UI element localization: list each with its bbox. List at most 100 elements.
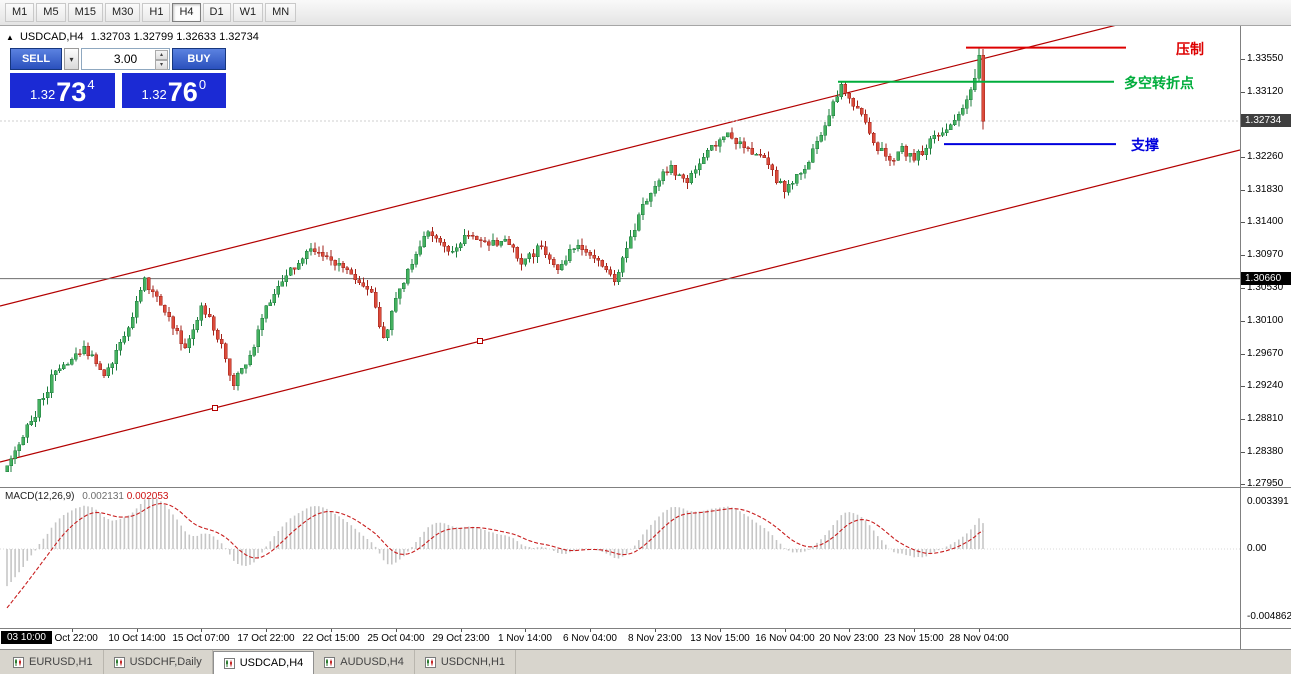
price-tick — [1241, 190, 1245, 191]
time-label: 16 Nov 04:00 — [755, 633, 815, 644]
price-badge: 1.30660 — [1241, 272, 1291, 285]
chart-icon — [424, 656, 436, 668]
volume-input[interactable]: 3.00 ▴ ▾ — [81, 48, 170, 70]
price-label: 1.32260 — [1247, 151, 1284, 162]
time-tick — [525, 629, 526, 632]
macd-signal-line — [6, 502, 984, 609]
main-chart-area[interactable]: ▲ USDCAD,H4 1.32703 1.32799 1.32633 1.32… — [0, 26, 1240, 487]
tab-usdcnh[interactable]: USDCNH,H1 — [415, 650, 517, 674]
price-tick — [1241, 222, 1245, 223]
tf-button-h4[interactable]: H4 — [172, 3, 201, 22]
spin-down-icon[interactable]: ▾ — [155, 60, 168, 70]
trendline-handle — [212, 405, 218, 411]
chart-ohlc-values: 1.32703 1.32799 1.32633 1.32734 — [90, 31, 259, 43]
chart-tabs: EURUSD,H1 USDCHF,Daily USDCAD,H4 AUDUSD,H4 U… — [0, 649, 1291, 674]
time-label: 10 Oct 14:00 — [108, 633, 166, 644]
chart-icon — [113, 656, 125, 668]
trend-channel — [0, 26, 1240, 463]
time-tick — [655, 629, 656, 632]
macd-value-signal: 0.002053 — [126, 491, 169, 502]
time-tick — [849, 629, 850, 632]
timeframe-toolbar: M1 M5 M15 M30 H1 H4 D1 W1 MN — [0, 0, 1291, 26]
price-axis: 1.33550 1.33120 1.32260 1.31830 1.31400 1.309… — [1240, 26, 1291, 649]
tab-label: USDCNH,H1 — [440, 656, 506, 668]
window-marker-icon: ▲ — [6, 33, 14, 42]
time-label: 6 Nov 04:00 — [563, 633, 617, 644]
macd-axis-label: 0.003391 — [1247, 496, 1289, 507]
resistance-label: 压制 — [1176, 41, 1204, 57]
price-chart-svg[interactable] — [0, 26, 1240, 487]
time-tick — [72, 629, 73, 632]
volume-dropdown[interactable]: ▾ — [64, 48, 79, 70]
pivot-label: 多空转折点 — [1124, 75, 1194, 91]
chart-title: ▲ USDCAD,H4 1.32703 1.32799 1.32633 1.32… — [6, 31, 259, 43]
time-tick — [461, 629, 462, 632]
chart-icon — [13, 656, 24, 668]
macd-chart-svg[interactable] — [0, 488, 1240, 628]
spin-up-icon[interactable]: ▴ — [155, 50, 168, 60]
time-tick — [979, 629, 980, 632]
time-label: 28 Nov 04:00 — [949, 633, 1009, 644]
macd-value-main: 0.002131 — [82, 491, 124, 502]
price-label: 1.28810 — [1247, 413, 1284, 424]
tf-button-m30[interactable]: M30 — [104, 3, 141, 22]
chart-icon — [324, 656, 336, 668]
sell-price-prefix: 1.32 — [29, 87, 56, 102]
time-label: 29 Oct 23:00 — [432, 633, 490, 644]
support-label: 支撑 — [1131, 137, 1159, 153]
volume-value: 3.00 — [113, 52, 138, 66]
price-tick — [1241, 288, 1245, 289]
time-label: 17 Oct 22:00 — [237, 633, 295, 644]
price-label: 1.30970 — [1247, 249, 1284, 260]
buy-price-sup: 0 — [198, 77, 207, 92]
price-tick — [1241, 419, 1245, 420]
time-label: 22 Oct 15:00 — [302, 633, 360, 644]
candle-wicks — [6, 48, 984, 472]
sell-price-sup: 4 — [87, 77, 95, 92]
time-label: 25 Oct 04:00 — [367, 633, 425, 644]
trendline-handle — [477, 338, 483, 344]
panel-separator[interactable] — [0, 487, 1291, 488]
tf-button-d1[interactable]: D1 — [202, 3, 231, 22]
time-tick — [914, 629, 915, 632]
time-label: 20 Nov 23:00 — [819, 633, 879, 644]
price-tick — [1241, 452, 1245, 453]
chevron-down-icon: ▾ — [69, 54, 74, 64]
macd-panel[interactable]: MACD(12,26,9) 0.002131 0.002053 — [0, 488, 1240, 628]
tab-usdchf[interactable]: USDCHF,Daily — [104, 650, 213, 674]
tf-button-m1[interactable]: M1 — [5, 3, 35, 22]
chart-icon — [223, 657, 235, 669]
time-label: 8 Nov 23:00 — [628, 633, 682, 644]
tf-button-h1[interactable]: H1 — [142, 3, 171, 22]
one-click-trading-panel: SELL ▾ 3.00 ▴ ▾ BUY 1.32 73 4 1.32 76 0 — [10, 48, 226, 108]
tf-button-mn[interactable]: MN — [265, 3, 297, 22]
time-tick — [331, 629, 332, 632]
price-label: 1.29240 — [1247, 380, 1284, 391]
price-label: 1.27950 — [1247, 478, 1284, 489]
price-tick — [1241, 354, 1245, 355]
price-label: 1.28380 — [1247, 446, 1284, 457]
buy-button[interactable]: BUY — [172, 48, 226, 70]
tab-audusd[interactable]: AUDUSD,H4 — [314, 650, 415, 674]
price-tick — [1241, 59, 1245, 60]
price-label: 1.33120 — [1247, 86, 1284, 97]
price-label: 1.31400 — [1247, 216, 1284, 227]
tab-eurusd[interactable]: EURUSD,H1 — [3, 650, 104, 674]
price-tick — [1241, 386, 1245, 387]
macd-axis-label: -0.004862 — [1247, 611, 1291, 622]
tf-button-w1[interactable]: W1 — [232, 3, 264, 22]
time-tick — [201, 629, 202, 632]
tab-usdcad[interactable]: USDCAD,H4 — [212, 651, 315, 674]
price-tick — [1241, 255, 1245, 256]
buy-price-display[interactable]: 1.32 76 0 — [121, 73, 226, 108]
buy-price-prefix: 1.32 — [141, 87, 167, 102]
price-label: 1.33550 — [1247, 53, 1284, 64]
tf-button-m15[interactable]: M15 — [67, 3, 103, 22]
price-tick — [1241, 484, 1245, 485]
tf-button-m5[interactable]: M5 — [36, 3, 66, 22]
macd-histogram — [6, 497, 984, 587]
sell-button[interactable]: SELL — [10, 48, 62, 70]
price-badge: 1.32734 — [1241, 114, 1291, 127]
sell-price-display[interactable]: 1.32 73 4 — [10, 73, 115, 108]
time-label: 13 Nov 15:00 — [690, 633, 750, 644]
